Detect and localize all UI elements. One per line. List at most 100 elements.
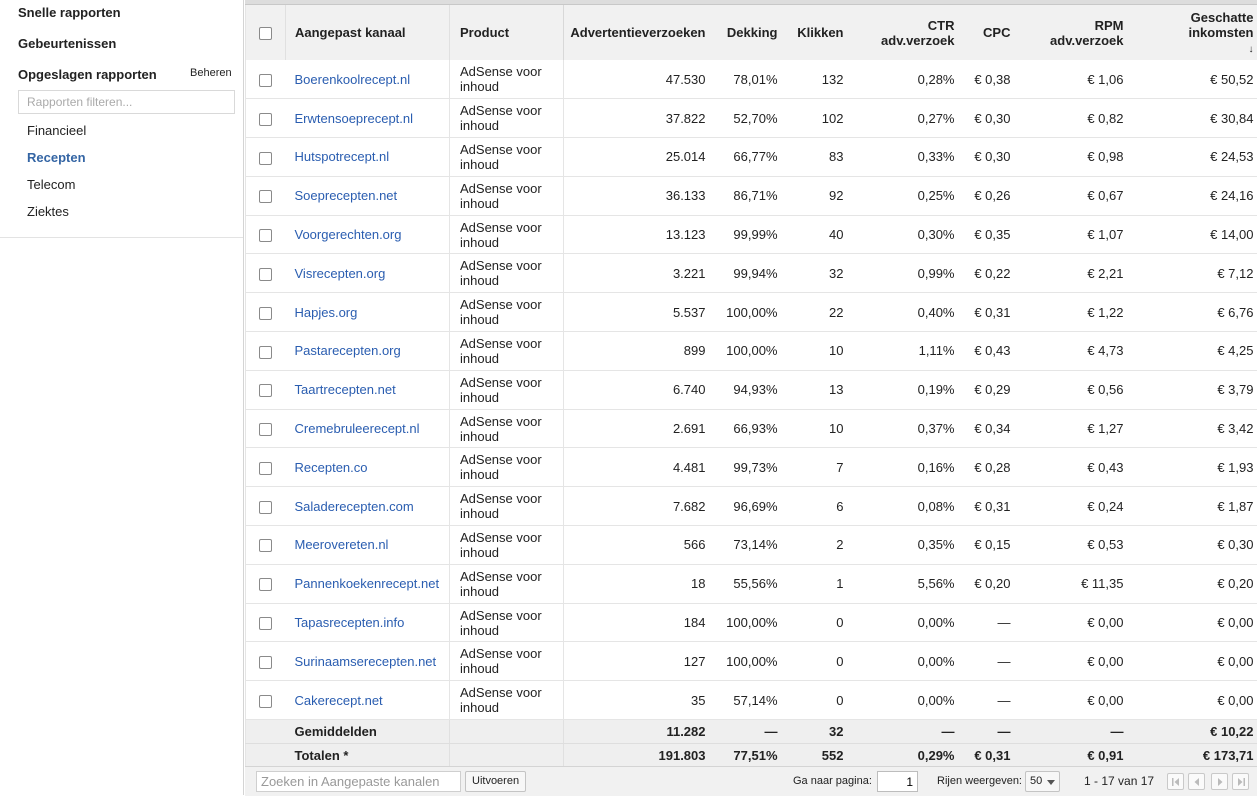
- sidebar-saved-reports[interactable]: Opgeslagen rapporten: [18, 67, 157, 82]
- header-klikken[interactable]: Klikken: [785, 5, 851, 60]
- header-product[interactable]: Product: [450, 5, 564, 60]
- sidebar-quick-reports[interactable]: Snelle rapporten: [18, 5, 121, 20]
- rows-per-page-select[interactable]: 50: [1025, 771, 1060, 792]
- channel-link[interactable]: Soeprecepten.net: [295, 188, 398, 203]
- row-checkbox[interactable]: [259, 268, 272, 281]
- report-item-telecom[interactable]: Telecom: [27, 177, 75, 192]
- row-dekking: 99,94%: [714, 254, 785, 293]
- channel-link[interactable]: Pastarecepten.org: [295, 343, 401, 358]
- row-checkbox[interactable]: [259, 539, 272, 552]
- report-item-recepten[interactable]: Recepten: [27, 150, 86, 165]
- row-product: AdSense voor inhoud: [450, 138, 564, 177]
- row-checkbox[interactable]: [259, 346, 272, 359]
- manage-link[interactable]: Beheren: [190, 67, 232, 79]
- channel-link[interactable]: Pannenkoekenrecept.net: [295, 576, 440, 591]
- row-checkbox[interactable]: [259, 190, 272, 203]
- row-checkbox[interactable]: [259, 656, 272, 669]
- channel-link[interactable]: Boerenkoolrecept.nl: [295, 72, 411, 87]
- row-kanaal-cell: Taartrecepten.net: [286, 370, 450, 409]
- header-cpc[interactable]: CPC: [963, 5, 1019, 60]
- header-dekking[interactable]: Dekking: [714, 5, 785, 60]
- channel-link[interactable]: Cakerecept.net: [295, 693, 383, 708]
- row-inkomsten: € 24,16: [1132, 176, 1257, 215]
- last-page-button[interactable]: [1232, 773, 1249, 790]
- averages-rpm: —: [1019, 720, 1132, 744]
- row-inkomsten: € 7,12: [1132, 254, 1257, 293]
- channel-link[interactable]: Recepten.co: [295, 460, 368, 475]
- row-checkbox[interactable]: [259, 578, 272, 591]
- sidebar-events[interactable]: Gebeurtenissen: [18, 36, 116, 51]
- row-dekking: 99,99%: [714, 215, 785, 254]
- row-checkbox[interactable]: [259, 617, 272, 630]
- row-rpm: € 0,98: [1019, 138, 1132, 177]
- channel-link[interactable]: Erwtensoeprecept.nl: [295, 111, 414, 126]
- channel-search-input[interactable]: [256, 771, 461, 792]
- row-dekking: 99,73%: [714, 448, 785, 487]
- row-kanaal-cell: Cakerecept.net: [286, 681, 450, 720]
- page-number-input[interactable]: [877, 771, 918, 792]
- next-page-button[interactable]: [1211, 773, 1228, 790]
- search-submit-button[interactable]: Uitvoeren: [465, 771, 526, 792]
- row-cpc: —: [963, 681, 1019, 720]
- row-checkbox[interactable]: [259, 113, 272, 126]
- row-rpm: € 1,22: [1019, 293, 1132, 332]
- row-dekking: 100,00%: [714, 642, 785, 681]
- row-cpc: € 0,22: [963, 254, 1019, 293]
- row-klikken: 102: [785, 99, 851, 138]
- row-checkbox[interactable]: [259, 462, 272, 475]
- header-kanaal[interactable]: Aangepast kanaal: [286, 5, 450, 60]
- header-inc-line2: inkomsten: [1188, 25, 1253, 40]
- channel-link[interactable]: Saladerecepten.com: [295, 499, 414, 514]
- channel-link[interactable]: Voorgerechten.org: [295, 227, 402, 242]
- row-rpm: € 1,06: [1019, 60, 1132, 99]
- channel-link[interactable]: Tapasrecepten.info: [295, 615, 405, 630]
- row-inkomsten: € 6,76: [1132, 293, 1257, 332]
- row-cpc: € 0,26: [963, 176, 1019, 215]
- header-rpm-line2: adv.verzoek: [1050, 33, 1123, 48]
- prev-page-button[interactable]: [1188, 773, 1205, 790]
- row-ctr: 0,40%: [851, 293, 963, 332]
- report-item-financieel[interactable]: Financieel: [27, 123, 86, 138]
- channel-link[interactable]: Cremebruleerecept.nl: [295, 421, 420, 436]
- select-all-checkbox[interactable]: [259, 27, 272, 40]
- row-kanaal-cell: Visrecepten.org: [286, 254, 450, 293]
- row-checkbox-cell: [246, 370, 286, 409]
- header-rpm-line1: RPM: [1095, 18, 1124, 33]
- row-checkbox[interactable]: [259, 152, 272, 165]
- row-checkbox[interactable]: [259, 501, 272, 514]
- row-checkbox[interactable]: [259, 74, 272, 87]
- row-checkbox[interactable]: [259, 695, 272, 708]
- header-adv[interactable]: Advertentieverzoeken: [564, 5, 714, 60]
- totals-label: Totalen *: [286, 744, 450, 768]
- averages-inkomsten: € 10,22: [1132, 720, 1257, 744]
- row-klikken: 13: [785, 370, 851, 409]
- row-checkbox[interactable]: [259, 384, 272, 397]
- channel-link[interactable]: Hutspotrecept.nl: [295, 149, 390, 164]
- row-inkomsten: € 0,00: [1132, 642, 1257, 681]
- row-klikken: 1: [785, 564, 851, 603]
- channel-link[interactable]: Meerovereten.nl: [295, 537, 389, 552]
- row-inkomsten: € 1,93: [1132, 448, 1257, 487]
- first-page-button[interactable]: [1167, 773, 1184, 790]
- row-dekking: 100,00%: [714, 603, 785, 642]
- channel-link[interactable]: Hapjes.org: [295, 305, 358, 320]
- channel-link[interactable]: Surinaamserecepten.net: [295, 654, 437, 669]
- row-product: AdSense voor inhoud: [450, 487, 564, 526]
- row-cpc: € 0,31: [963, 293, 1019, 332]
- row-rpm: € 4,73: [1019, 332, 1132, 371]
- row-checkbox[interactable]: [259, 423, 272, 436]
- report-filter-input[interactable]: [18, 90, 235, 114]
- row-product: AdSense voor inhoud: [450, 526, 564, 565]
- row-product: AdSense voor inhoud: [450, 370, 564, 409]
- row-cpc: € 0,15: [963, 526, 1019, 565]
- report-item-ziektes[interactable]: Ziektes: [27, 204, 69, 219]
- channel-link[interactable]: Taartrecepten.net: [295, 382, 396, 397]
- row-checkbox[interactable]: [259, 307, 272, 320]
- channel-link[interactable]: Visrecepten.org: [295, 266, 386, 281]
- row-checkbox[interactable]: [259, 229, 272, 242]
